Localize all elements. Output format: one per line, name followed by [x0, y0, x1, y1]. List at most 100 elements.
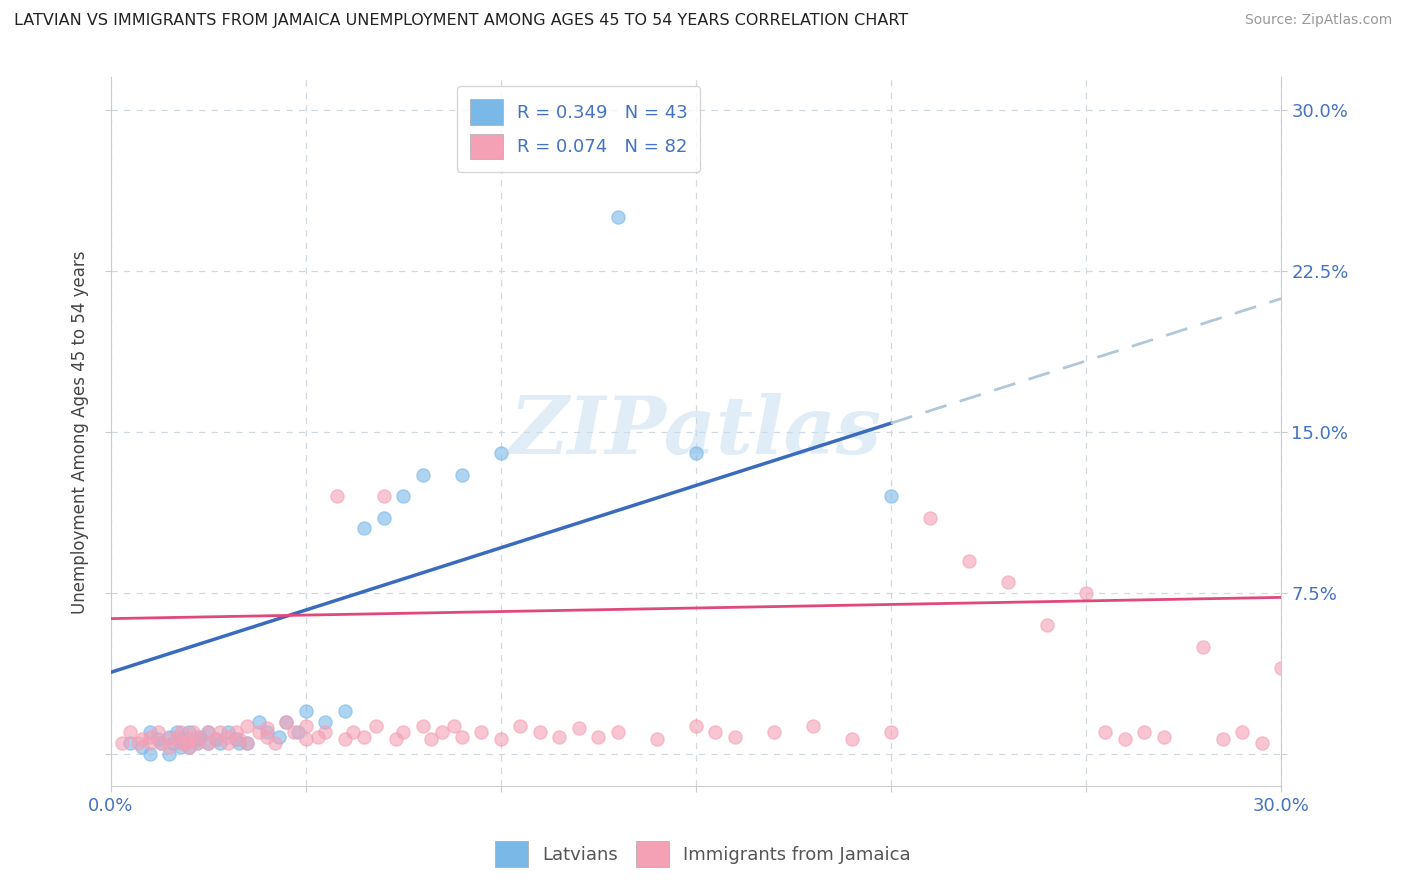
Point [150, 736, 173, 750]
Point [412, 467, 434, 482]
Point [190, 730, 212, 744]
Point [997, 575, 1019, 590]
Point [1036, 618, 1059, 632]
Point [263, 736, 285, 750]
Point [205, 731, 228, 746]
Point [1250, 736, 1272, 750]
Point [645, 731, 668, 746]
Point [256, 725, 278, 739]
Point [197, 725, 219, 739]
Point [419, 731, 441, 746]
Point [1153, 730, 1175, 744]
Point [173, 736, 195, 750]
Point [685, 446, 707, 460]
Point [373, 489, 395, 503]
Point [392, 725, 415, 739]
Point [443, 719, 465, 733]
Point [247, 725, 270, 739]
Point [131, 740, 153, 755]
Point [957, 554, 980, 568]
Point [470, 725, 492, 739]
Point [157, 740, 180, 755]
Point [841, 731, 863, 746]
Point [197, 725, 219, 739]
Point [197, 736, 219, 750]
Point [157, 730, 180, 744]
Point [342, 725, 364, 739]
Point [139, 730, 162, 744]
Point [509, 719, 531, 733]
Point [373, 510, 395, 524]
Point [217, 730, 239, 744]
Point [170, 736, 193, 750]
Point [127, 736, 149, 750]
Point [333, 731, 356, 746]
Point [880, 489, 903, 503]
Point [146, 731, 169, 746]
Point [1192, 640, 1215, 654]
Point [131, 731, 153, 746]
Point [704, 725, 727, 739]
Point [295, 704, 318, 718]
Point [918, 510, 941, 524]
Point [685, 719, 707, 733]
Y-axis label: Unemployment Among Ages 45 to 54 years: Unemployment Among Ages 45 to 54 years [72, 250, 89, 614]
Point [166, 725, 188, 739]
Point [205, 731, 228, 746]
Text: Source: ZipAtlas.com: Source: ZipAtlas.com [1244, 13, 1392, 28]
Point [217, 736, 239, 750]
Point [489, 446, 512, 460]
Point [181, 725, 204, 739]
Point [432, 725, 454, 739]
Text: LATVIAN VS IMMIGRANTS FROM JAMAICA UNEMPLOYMENT AMONG AGES 45 TO 54 YEARS CORREL: LATVIAN VS IMMIGRANTS FROM JAMAICA UNEMP… [14, 13, 908, 29]
Point [353, 730, 375, 744]
Point [236, 736, 259, 750]
Point [450, 467, 472, 482]
Point [489, 731, 512, 746]
Point [186, 730, 208, 744]
Point [412, 719, 434, 733]
Point [170, 740, 193, 755]
Point [236, 719, 259, 733]
Point [247, 714, 270, 729]
Point [170, 725, 193, 739]
Point [724, 730, 747, 744]
Point [880, 725, 903, 739]
Point [256, 721, 278, 735]
Point [353, 521, 375, 535]
Point [120, 725, 142, 739]
Point [139, 736, 162, 750]
Point [606, 210, 628, 224]
Point [236, 736, 259, 750]
Point [326, 489, 349, 503]
Legend: R = 0.349   N = 43, R = 0.074   N = 82: R = 0.349 N = 43, R = 0.074 N = 82 [457, 87, 700, 172]
Point [177, 740, 200, 755]
Point [228, 731, 250, 746]
Point [225, 731, 247, 746]
Point [392, 489, 415, 503]
Point [186, 731, 208, 746]
Point [529, 725, 551, 739]
Point [1114, 731, 1136, 746]
Point [548, 730, 571, 744]
Point [162, 736, 184, 750]
Point [139, 725, 162, 739]
Point [208, 736, 231, 750]
Point [1133, 725, 1156, 739]
Point [166, 730, 188, 744]
Point [228, 736, 250, 750]
Point [314, 714, 336, 729]
Text: ZIPatlas: ZIPatlas [510, 393, 882, 471]
Point [146, 725, 169, 739]
Point [1270, 661, 1292, 675]
Point [333, 704, 356, 718]
Legend: Latvians, Immigrants from Jamaica: Latvians, Immigrants from Jamaica [488, 834, 918, 874]
Point [256, 730, 278, 744]
Point [801, 719, 824, 733]
Point [283, 725, 305, 739]
Point [1094, 725, 1116, 739]
Point [606, 725, 628, 739]
Point [217, 725, 239, 739]
Point [225, 725, 247, 739]
Point [157, 747, 180, 761]
